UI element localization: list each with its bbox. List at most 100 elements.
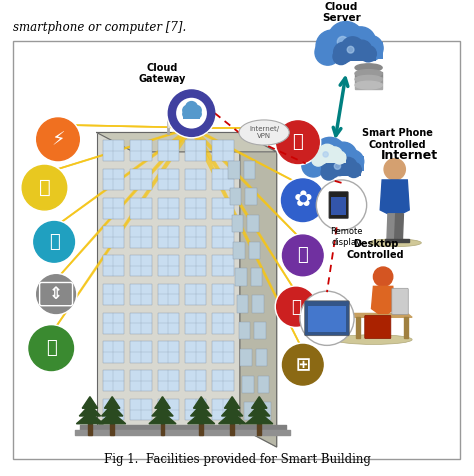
Circle shape bbox=[277, 121, 319, 163]
Polygon shape bbox=[380, 180, 409, 214]
FancyBboxPatch shape bbox=[158, 370, 179, 391]
Text: ⊞: ⊞ bbox=[295, 356, 310, 374]
Text: Cloud
Gateway: Cloud Gateway bbox=[139, 62, 186, 84]
Circle shape bbox=[333, 151, 346, 164]
FancyBboxPatch shape bbox=[329, 191, 348, 218]
Circle shape bbox=[328, 21, 364, 58]
FancyBboxPatch shape bbox=[235, 268, 246, 286]
Circle shape bbox=[191, 105, 201, 115]
FancyBboxPatch shape bbox=[365, 316, 391, 338]
Circle shape bbox=[21, 164, 68, 211]
FancyBboxPatch shape bbox=[244, 403, 255, 420]
Circle shape bbox=[321, 165, 336, 180]
Polygon shape bbox=[355, 71, 382, 78]
Polygon shape bbox=[246, 412, 273, 424]
Ellipse shape bbox=[239, 120, 289, 145]
FancyBboxPatch shape bbox=[242, 376, 254, 393]
FancyBboxPatch shape bbox=[130, 284, 152, 305]
Polygon shape bbox=[356, 317, 360, 337]
FancyBboxPatch shape bbox=[336, 50, 376, 60]
FancyBboxPatch shape bbox=[103, 226, 124, 248]
Polygon shape bbox=[240, 132, 277, 447]
Text: ⇕: ⇕ bbox=[49, 285, 63, 303]
Circle shape bbox=[357, 35, 383, 61]
Polygon shape bbox=[152, 405, 173, 416]
FancyBboxPatch shape bbox=[103, 255, 124, 277]
FancyBboxPatch shape bbox=[212, 399, 234, 420]
FancyBboxPatch shape bbox=[305, 301, 349, 336]
FancyBboxPatch shape bbox=[103, 169, 124, 190]
Text: 👁: 👁 bbox=[297, 247, 308, 264]
Circle shape bbox=[334, 163, 341, 169]
Circle shape bbox=[360, 46, 376, 62]
FancyBboxPatch shape bbox=[185, 341, 206, 363]
FancyBboxPatch shape bbox=[12, 40, 459, 458]
Circle shape bbox=[183, 105, 192, 115]
FancyBboxPatch shape bbox=[259, 403, 271, 420]
FancyBboxPatch shape bbox=[212, 255, 234, 277]
FancyBboxPatch shape bbox=[158, 198, 179, 219]
Polygon shape bbox=[385, 239, 397, 242]
FancyBboxPatch shape bbox=[130, 198, 152, 219]
Text: Internet: Internet bbox=[381, 149, 438, 162]
FancyBboxPatch shape bbox=[212, 226, 234, 248]
FancyBboxPatch shape bbox=[130, 399, 152, 420]
FancyBboxPatch shape bbox=[103, 313, 124, 334]
FancyBboxPatch shape bbox=[185, 399, 206, 420]
Polygon shape bbox=[395, 214, 403, 239]
Circle shape bbox=[346, 162, 361, 178]
FancyBboxPatch shape bbox=[308, 306, 346, 332]
Circle shape bbox=[193, 110, 201, 118]
FancyBboxPatch shape bbox=[103, 284, 124, 305]
Polygon shape bbox=[79, 405, 100, 416]
Polygon shape bbox=[104, 397, 120, 408]
Polygon shape bbox=[404, 317, 408, 337]
Text: 🔒: 🔒 bbox=[291, 298, 301, 316]
Circle shape bbox=[303, 145, 332, 174]
FancyBboxPatch shape bbox=[306, 156, 364, 171]
Polygon shape bbox=[257, 420, 261, 436]
FancyBboxPatch shape bbox=[130, 313, 152, 334]
FancyBboxPatch shape bbox=[319, 42, 383, 59]
Circle shape bbox=[330, 142, 357, 169]
FancyBboxPatch shape bbox=[392, 288, 408, 315]
Polygon shape bbox=[191, 405, 212, 416]
Circle shape bbox=[384, 159, 405, 180]
FancyBboxPatch shape bbox=[185, 370, 206, 391]
Text: 💧: 💧 bbox=[49, 233, 60, 251]
Circle shape bbox=[167, 89, 216, 138]
Circle shape bbox=[168, 90, 215, 137]
FancyBboxPatch shape bbox=[212, 198, 234, 219]
Text: smartphone or computer [7].: smartphone or computer [7]. bbox=[12, 21, 186, 34]
Circle shape bbox=[346, 27, 376, 57]
FancyBboxPatch shape bbox=[212, 313, 234, 334]
Polygon shape bbox=[101, 405, 123, 416]
Circle shape bbox=[316, 30, 348, 62]
FancyBboxPatch shape bbox=[212, 370, 234, 391]
FancyBboxPatch shape bbox=[238, 322, 250, 339]
Polygon shape bbox=[149, 412, 176, 424]
Circle shape bbox=[341, 37, 364, 60]
Polygon shape bbox=[219, 412, 246, 424]
Circle shape bbox=[337, 37, 348, 47]
Polygon shape bbox=[168, 118, 180, 128]
Polygon shape bbox=[199, 420, 203, 436]
FancyBboxPatch shape bbox=[254, 322, 265, 339]
FancyBboxPatch shape bbox=[130, 341, 152, 363]
Circle shape bbox=[36, 275, 75, 314]
Circle shape bbox=[183, 110, 191, 118]
Circle shape bbox=[313, 138, 346, 170]
Polygon shape bbox=[387, 214, 396, 239]
Circle shape bbox=[275, 286, 317, 327]
Ellipse shape bbox=[355, 64, 382, 71]
FancyBboxPatch shape bbox=[185, 140, 206, 161]
FancyBboxPatch shape bbox=[103, 341, 124, 363]
Ellipse shape bbox=[355, 81, 382, 89]
Ellipse shape bbox=[355, 69, 382, 78]
FancyBboxPatch shape bbox=[158, 284, 179, 305]
Ellipse shape bbox=[368, 239, 421, 247]
Ellipse shape bbox=[335, 335, 412, 345]
Text: 💡: 💡 bbox=[38, 178, 50, 197]
Polygon shape bbox=[221, 405, 243, 416]
Polygon shape bbox=[349, 314, 412, 317]
